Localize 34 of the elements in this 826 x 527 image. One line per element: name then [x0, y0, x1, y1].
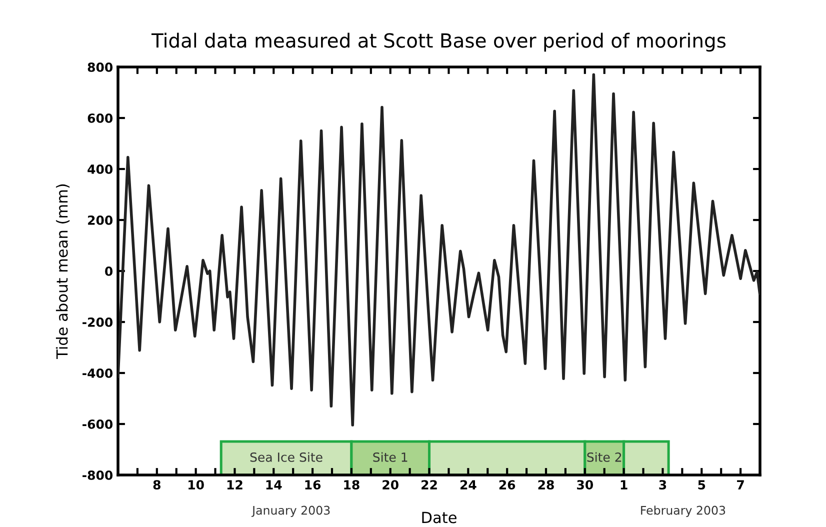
x-tick-label: 26 [499, 480, 516, 490]
y-tick-label: -600 [82, 419, 113, 429]
x-tick-label: 12 [227, 480, 242, 490]
y-tick-label: -400 [82, 368, 113, 378]
y-tick-label: 800 [88, 62, 113, 72]
x-tick-label: 14 [266, 480, 282, 490]
y-tick-label: 600 [88, 113, 113, 123]
x-tick-label: 10 [188, 480, 204, 490]
x-tick-label: 22 [422, 480, 437, 490]
band-label: Site 1 [373, 452, 408, 462]
text: February 2003 [641, 506, 726, 518]
band-label: Sea Ice Site [250, 452, 322, 462]
x-tick-label: 20 [382, 480, 398, 490]
y-tick-label: 400 [88, 164, 113, 174]
x-tick-label: 5 [698, 480, 706, 490]
x-axis-title: Date [422, 512, 456, 524]
x-tick-label: 1 [620, 480, 628, 490]
x-tick-label: 28 [538, 480, 554, 490]
x-tick-label: 8 [153, 480, 160, 490]
x-tick-label: 30 [577, 480, 594, 490]
y-tick-label: 200 [88, 215, 113, 225]
y-axis-title: Tide about mean (mm) [56, 184, 70, 359]
y-tick-label: -200 [82, 317, 113, 327]
text: January 2003 [251, 506, 330, 518]
x-tick-label: 24 [460, 480, 476, 490]
x-tick-label: 3 [659, 480, 666, 490]
chart-title: Tidal data measured at Scott Base over period of moorings [151, 32, 726, 52]
x-tick-label: 18 [344, 480, 360, 490]
y-tick-label: 0 [105, 266, 113, 276]
band-label: Site 2 [587, 452, 622, 462]
x-tick-label: 7 [737, 480, 744, 490]
line-series [118, 73, 760, 426]
x-tick-label: 16 [305, 480, 321, 490]
y-tick-label: -800 [82, 470, 113, 480]
